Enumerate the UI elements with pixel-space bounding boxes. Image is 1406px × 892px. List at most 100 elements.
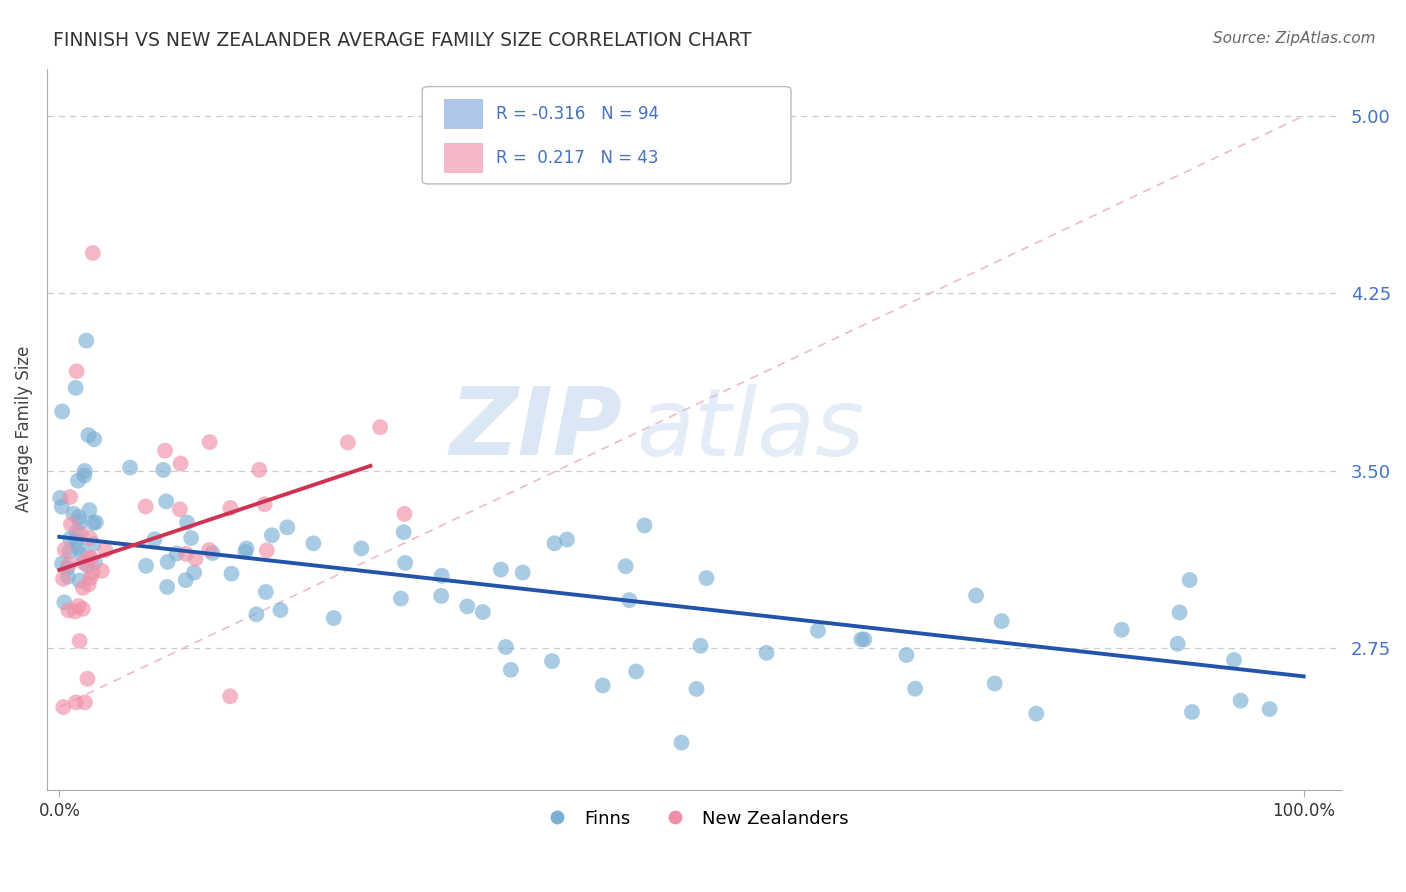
Point	[90, 564, 112, 578]
Point	[807, 624, 830, 638]
Text: atlas: atlas	[636, 384, 863, 475]
Point	[143, 533, 166, 547]
Point	[59, 517, 82, 532]
Point	[82, 566, 104, 580]
Point	[619, 593, 641, 607]
Point	[183, 566, 205, 580]
Point	[153, 443, 176, 458]
Point	[219, 500, 242, 515]
Point	[166, 546, 188, 560]
Point	[80, 551, 103, 566]
Point	[59, 490, 82, 504]
Point	[72, 556, 94, 570]
Point	[84, 515, 107, 529]
Point	[174, 573, 197, 587]
Point	[77, 428, 100, 442]
Point	[65, 381, 87, 395]
Point	[79, 571, 101, 585]
Point	[83, 555, 105, 569]
Point	[671, 736, 693, 750]
Point	[851, 632, 873, 647]
Point	[512, 566, 534, 580]
Point	[67, 510, 90, 524]
Point	[541, 654, 564, 668]
Point	[394, 507, 416, 521]
Point	[63, 604, 86, 618]
Point	[614, 559, 637, 574]
Point	[1229, 693, 1251, 707]
Point	[495, 640, 517, 654]
Point	[198, 543, 221, 558]
Point	[247, 463, 270, 477]
Point	[1223, 653, 1246, 667]
Point	[62, 507, 84, 521]
Point	[322, 611, 344, 625]
Point	[685, 681, 707, 696]
Point	[336, 435, 359, 450]
Point	[430, 568, 453, 582]
Point	[76, 558, 98, 573]
Point	[83, 432, 105, 446]
Point	[58, 544, 80, 558]
Point	[156, 580, 179, 594]
Point	[198, 435, 221, 450]
Point	[689, 639, 711, 653]
Point	[233, 545, 256, 559]
Point	[269, 603, 291, 617]
Point	[1168, 606, 1191, 620]
Point	[254, 585, 277, 599]
Point	[990, 614, 1012, 628]
Point	[65, 534, 87, 549]
Point	[79, 550, 101, 565]
Point	[72, 581, 94, 595]
Point	[72, 602, 94, 616]
Point	[221, 566, 243, 581]
Point	[471, 605, 494, 619]
Point	[235, 541, 257, 556]
FancyBboxPatch shape	[444, 99, 484, 129]
Point	[176, 516, 198, 530]
Point	[120, 460, 142, 475]
Point	[58, 603, 80, 617]
Point	[52, 572, 75, 586]
Point	[135, 500, 157, 514]
Point	[49, 491, 72, 505]
Point	[184, 551, 207, 566]
Point	[555, 533, 578, 547]
Point	[76, 672, 98, 686]
Point	[77, 577, 100, 591]
Point	[67, 599, 90, 613]
Point	[53, 595, 76, 609]
Point	[180, 531, 202, 545]
Point	[51, 557, 73, 571]
Point	[82, 516, 104, 530]
Point	[896, 648, 918, 662]
Point	[79, 531, 101, 545]
Point	[79, 503, 101, 517]
Point	[67, 541, 90, 555]
Point	[82, 246, 104, 260]
Point	[65, 695, 87, 709]
Point	[155, 494, 177, 508]
Point	[1111, 623, 1133, 637]
Text: R = -0.316   N = 94: R = -0.316 N = 94	[496, 105, 659, 123]
Point	[69, 516, 91, 530]
Point	[392, 525, 415, 540]
Point	[82, 537, 104, 551]
Point	[245, 607, 267, 622]
Text: ZIP: ZIP	[450, 384, 623, 475]
Point	[1258, 702, 1281, 716]
Text: R =  0.217   N = 43: R = 0.217 N = 43	[496, 149, 658, 167]
Point	[1181, 705, 1204, 719]
Point	[695, 571, 717, 585]
Point	[368, 420, 391, 434]
Point	[389, 591, 412, 606]
Point	[253, 497, 276, 511]
Point	[59, 532, 82, 546]
Point	[276, 520, 298, 534]
Point	[904, 681, 927, 696]
Point	[260, 528, 283, 542]
FancyBboxPatch shape	[444, 143, 484, 173]
Point	[755, 646, 778, 660]
Point	[56, 561, 79, 575]
